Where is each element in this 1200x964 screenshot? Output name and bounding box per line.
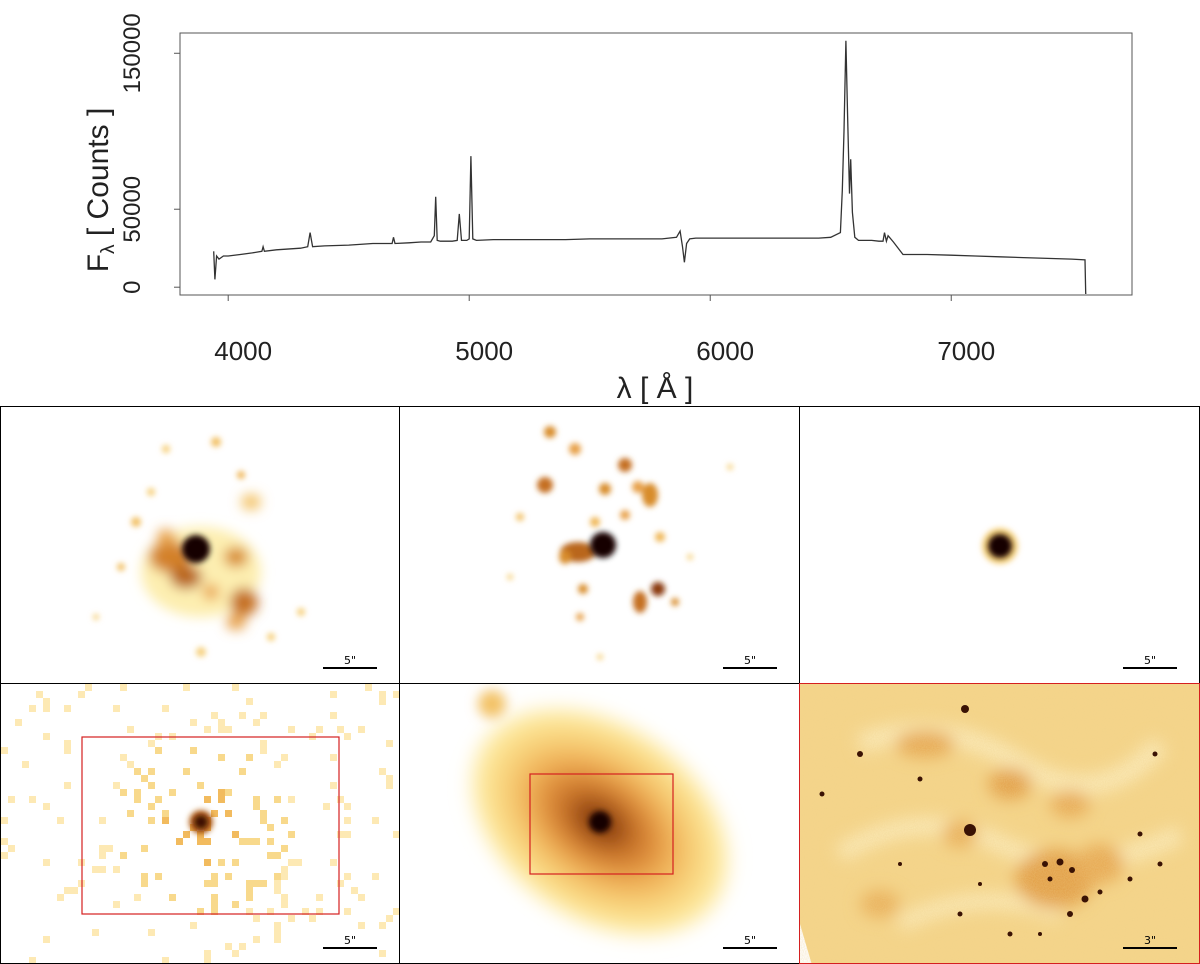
scale-bar-4: 5": [323, 935, 377, 949]
y-axis-label: Fλ [ Counts ]: [82, 108, 119, 273]
spectrum-line: [213, 40, 1087, 295]
pixel-map-4: [1, 684, 399, 963]
map-panel-4: 5": [0, 683, 400, 964]
y-tick-label-2: 150000: [119, 13, 146, 93]
y-axis: 0 50000 150000: [119, 13, 180, 294]
emission-map-2: [507, 426, 733, 660]
x-axis-label: λ [ Å ]: [617, 372, 694, 405]
scale-bar-6: 3": [1123, 935, 1177, 949]
continuum-map-3: [982, 528, 1018, 564]
field-box-5: [529, 773, 674, 875]
imaging-map-6: [800, 684, 1199, 963]
x-tick-label-3: 7000: [937, 336, 995, 366]
map-panel-2: 5": [399, 406, 800, 684]
y-tick-label-0: 0: [119, 281, 146, 294]
scale-bar-5: 5": [723, 935, 777, 949]
map-panel-5: 5": [399, 683, 800, 964]
map-panel-1: 5": [0, 406, 400, 684]
x-tick-label-2: 6000: [696, 336, 754, 366]
emission-map-1: [93, 437, 305, 657]
x-axis: 4000 5000 6000 7000: [214, 295, 995, 366]
scale-bar-1: 5": [323, 655, 377, 669]
field-box-4: [81, 736, 340, 915]
scale-bar-3: 5": [1123, 655, 1177, 669]
x-tick-label-0: 4000: [214, 336, 272, 366]
y-tick-label-1: 50000: [119, 176, 146, 243]
map-panel-6: 3": [799, 683, 1200, 964]
x-tick-label-1: 5000: [455, 336, 513, 366]
galaxy-map-5: [472, 690, 728, 935]
map-panel-3: 5": [799, 406, 1200, 684]
plot-frame: [179, 32, 1133, 296]
spectrum-chart: 4000 5000 6000 7000 0 50000 150000 λ [ Å ] Fλ…: [82, 13, 1133, 405]
scale-bar-2: 5": [723, 655, 777, 669]
